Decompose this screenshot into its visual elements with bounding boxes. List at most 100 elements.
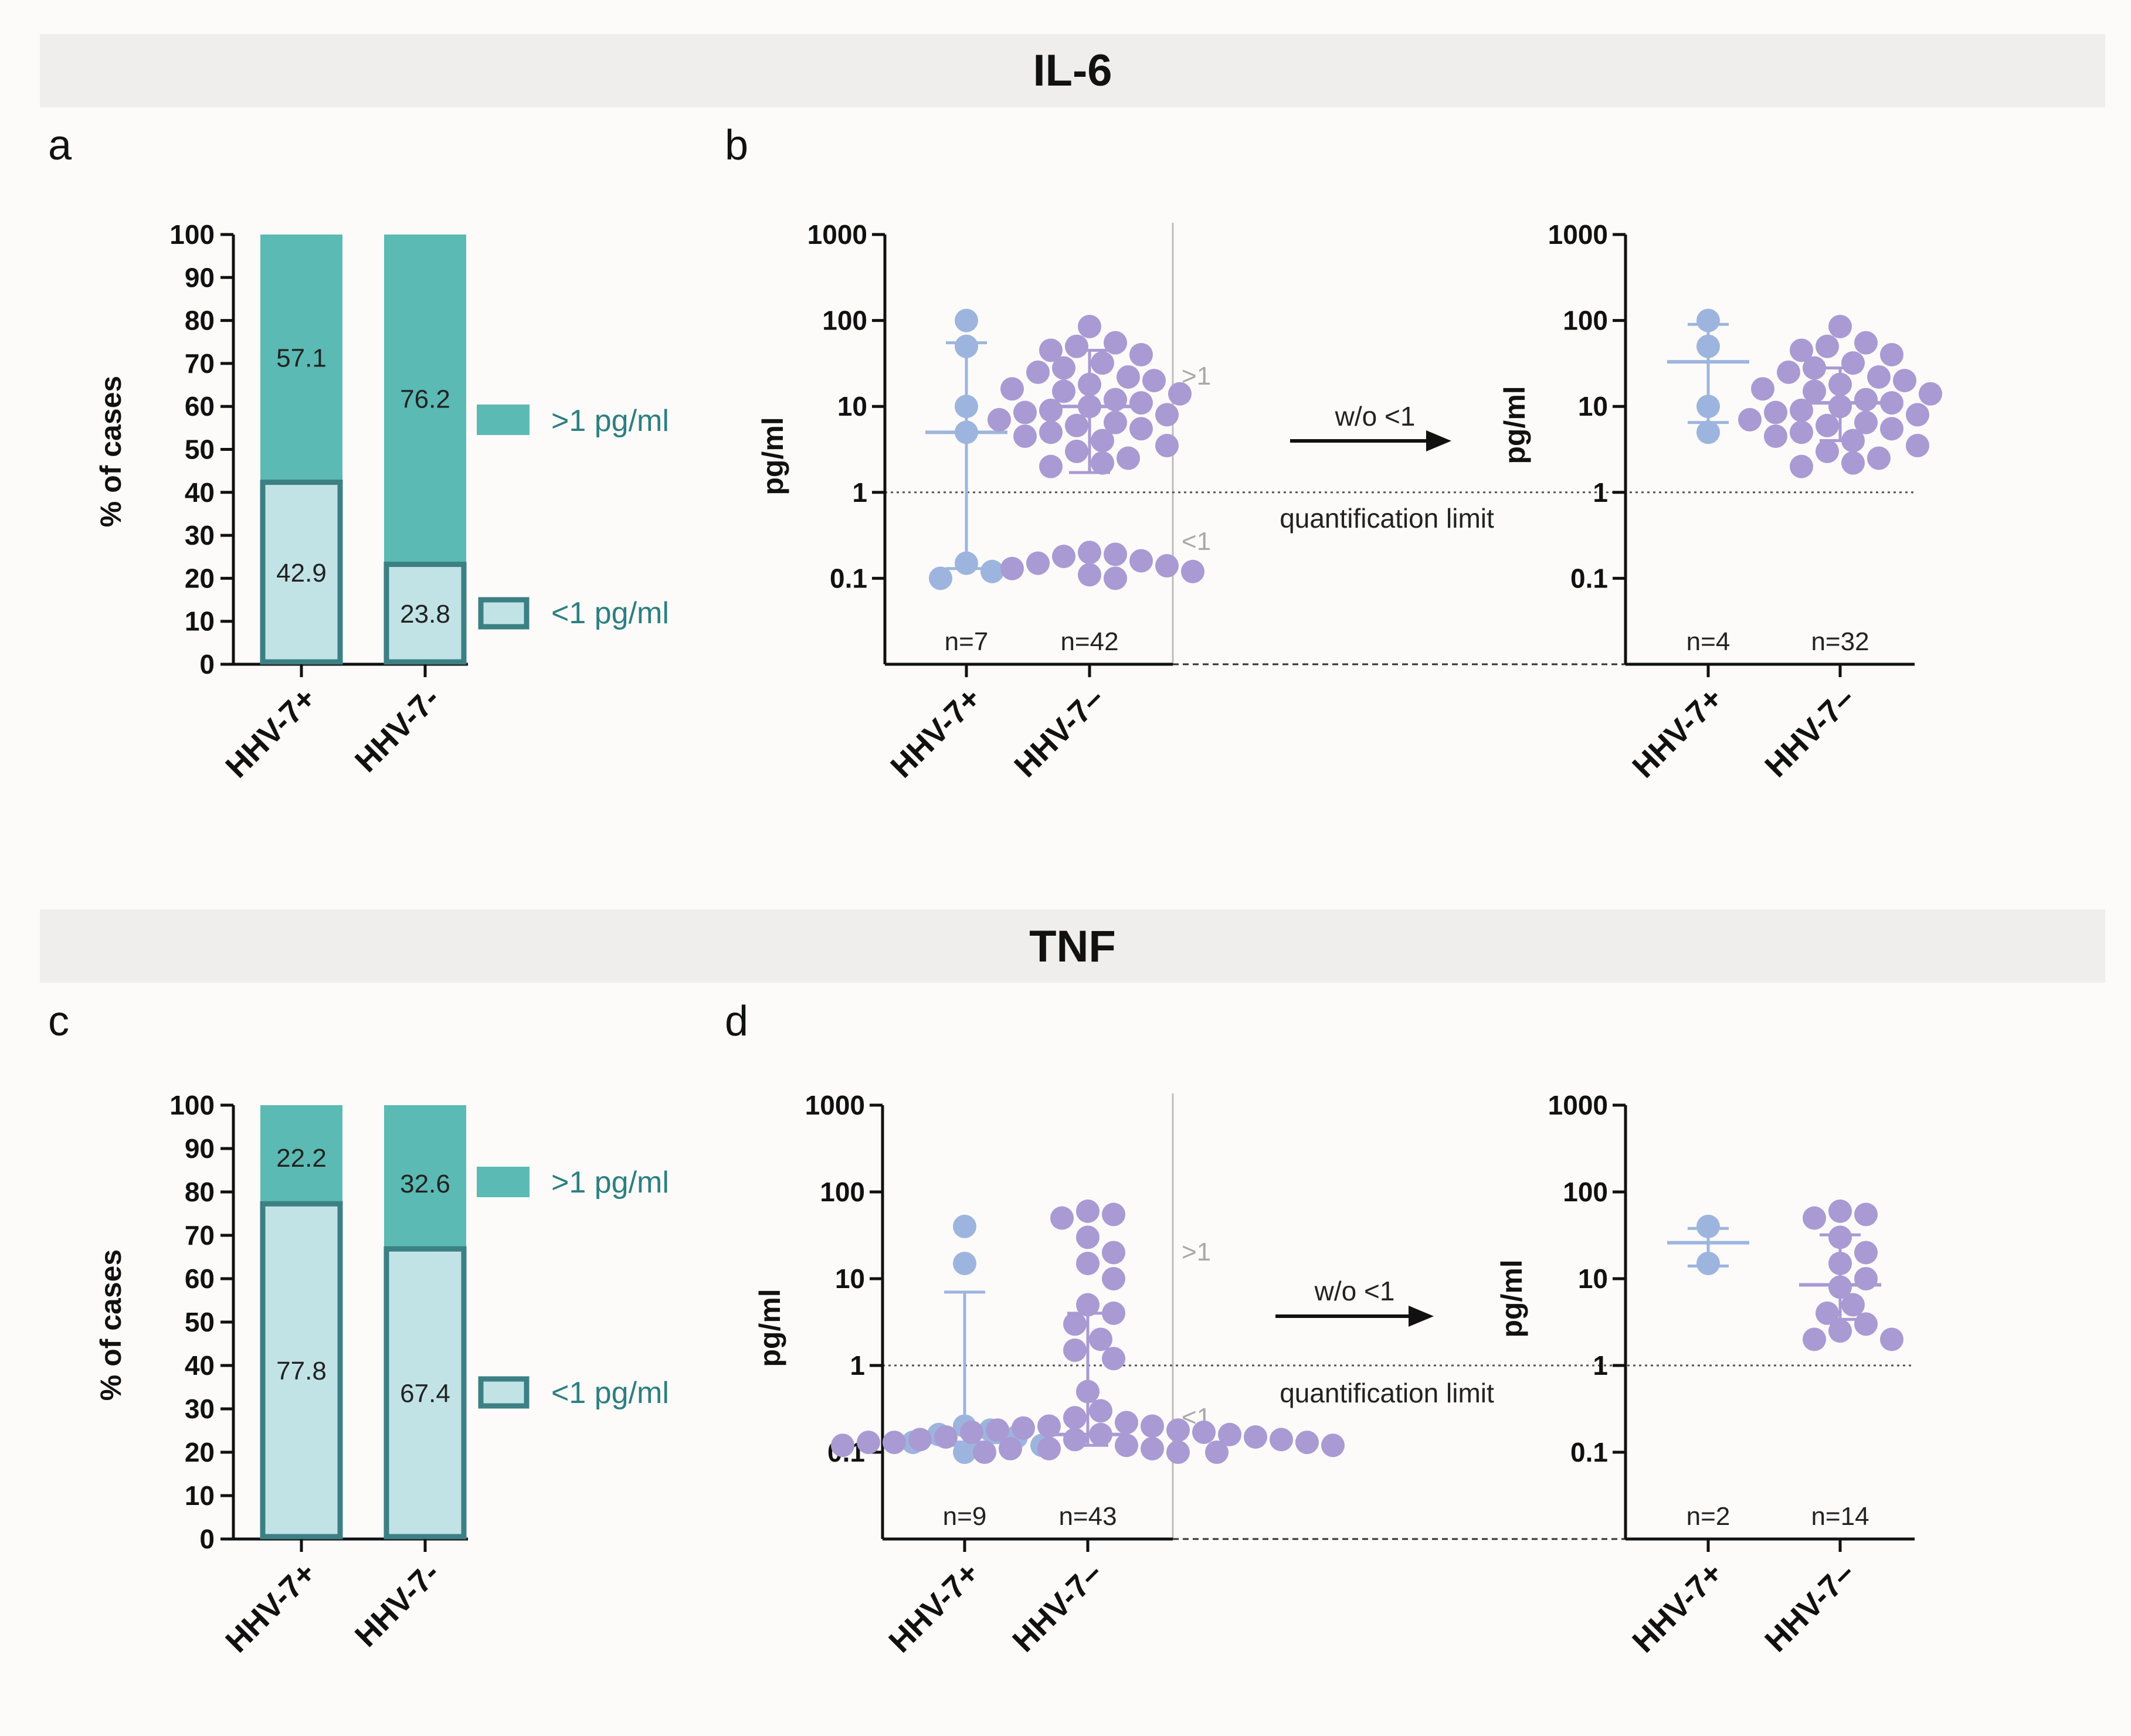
data-point xyxy=(1867,365,1891,389)
y-tick-label: 10 xyxy=(1578,1263,1608,1294)
data-point xyxy=(1270,1428,1293,1452)
legend-below-label: <1 pg/ml xyxy=(551,596,669,630)
panel-letter-a: a xyxy=(48,122,72,169)
y-tick-label: 100 xyxy=(822,305,867,336)
data-point xyxy=(1065,413,1088,437)
data-point xyxy=(1155,403,1179,427)
data-point xyxy=(1321,1433,1345,1458)
data-point xyxy=(1012,1416,1035,1440)
data-point xyxy=(1039,420,1063,444)
data-point xyxy=(973,1441,996,1464)
data-point xyxy=(1104,566,1127,590)
data-point xyxy=(1091,351,1114,375)
data-point xyxy=(1166,1418,1190,1442)
data-point xyxy=(1000,377,1024,401)
n-count-label: n=14 xyxy=(1811,1502,1869,1531)
data-point xyxy=(1906,403,1929,427)
y-tick-label: 10 xyxy=(185,1480,215,1511)
y-tick-label: 100 xyxy=(169,219,215,250)
data-point xyxy=(988,407,1011,432)
data-point xyxy=(1777,360,1800,384)
data-point xyxy=(1751,377,1774,401)
y-tick-label: 0 xyxy=(199,649,215,680)
data-point xyxy=(1166,1441,1190,1464)
data-point xyxy=(1129,417,1153,441)
bar-segment-below xyxy=(384,562,467,665)
data-point xyxy=(1828,314,1852,338)
data-point xyxy=(1880,1327,1903,1351)
data-point xyxy=(1816,413,1839,437)
data-point xyxy=(1828,1319,1852,1343)
data-point xyxy=(1050,1206,1074,1230)
data-point xyxy=(1052,544,1075,568)
data-point xyxy=(986,1418,1009,1442)
n-count-label: n=42 xyxy=(1060,627,1118,656)
y-tick-label: 30 xyxy=(185,1394,215,1424)
data-point xyxy=(1115,1411,1138,1435)
legend-above-swatch xyxy=(477,405,530,435)
panel-b-lt1-annotation: <1 xyxy=(1182,527,1211,556)
data-point xyxy=(1696,1214,1720,1238)
data-point xyxy=(1104,331,1127,355)
data-point xyxy=(1816,334,1839,358)
data-point xyxy=(1129,549,1153,573)
data-point xyxy=(1104,542,1127,566)
data-point xyxy=(1117,365,1140,389)
y-tick-label: 0 xyxy=(199,1524,215,1554)
y-tick-label: 20 xyxy=(185,1437,215,1467)
y-tick-label: 50 xyxy=(185,434,215,465)
y-tick-label: 1000 xyxy=(1548,219,1608,250)
data-point xyxy=(1063,1338,1087,1362)
data-point xyxy=(1104,410,1127,434)
n-count-label: n=9 xyxy=(943,1502,987,1531)
data-point xyxy=(1026,360,1050,384)
data-point xyxy=(1867,446,1891,470)
bar-segment-below xyxy=(384,1246,467,1540)
y-tick-label: 40 xyxy=(185,1350,215,1381)
data-point xyxy=(883,1431,906,1455)
data-point xyxy=(1039,398,1063,422)
panel-d-gt1-annotation: >1 xyxy=(1182,1238,1211,1266)
y-tick-label: 1 xyxy=(1593,1350,1608,1381)
data-point xyxy=(1129,391,1153,415)
data-point xyxy=(1880,342,1903,366)
y-tick-label: 10 xyxy=(1578,391,1608,422)
data-point xyxy=(1076,1251,1100,1275)
data-point xyxy=(1816,439,1839,463)
data-point xyxy=(1790,454,1813,478)
y-tick-label: 10 xyxy=(835,1263,865,1294)
data-point xyxy=(1076,1225,1100,1249)
tnf-header-title: TNF xyxy=(1029,922,1116,971)
panel-a-y-axis-label: % of cases xyxy=(94,376,127,527)
n-count-label: n=32 xyxy=(1811,627,1869,656)
data-point xyxy=(1102,1267,1125,1290)
data-point xyxy=(1078,314,1101,338)
data-point xyxy=(1764,424,1787,449)
panel-c-legend: >1 pg/ml <1 pg/ml xyxy=(477,1166,669,1410)
y-tick-label: 70 xyxy=(185,348,215,379)
panel-d-right-y-axis-label: pg/ml xyxy=(1495,1259,1528,1337)
y-tick-label: 1000 xyxy=(805,1090,865,1120)
y-tick-label: 1 xyxy=(1593,477,1608,508)
data-point xyxy=(1218,1422,1241,1446)
panel-letter-b: b xyxy=(725,122,748,169)
bar-segment-above xyxy=(384,235,466,562)
n-count-label: n=7 xyxy=(945,627,989,656)
bar-value-label: 77.8 xyxy=(276,1357,327,1385)
data-point xyxy=(1102,1301,1125,1325)
data-point xyxy=(1880,391,1903,415)
legend-below-label: <1 pg/ml xyxy=(551,1376,669,1410)
legend-above-label: >1 pg/ml xyxy=(551,404,669,438)
panel-b-scatter: pg/ml pg/ml >1 <1 w/o <1 quantification … xyxy=(756,219,1942,784)
panel-b-arrow-label: w/o <1 xyxy=(1335,401,1416,432)
n-count-label: n=43 xyxy=(1058,1502,1117,1531)
legend-above-label: >1 pg/ml xyxy=(551,1166,669,1200)
data-point xyxy=(1828,1199,1852,1223)
bar-value-label: 42.9 xyxy=(276,559,327,587)
panel-b-right-y-axis-label: pg/ml xyxy=(1498,386,1531,464)
data-point xyxy=(1026,551,1050,575)
bar-value-label: 67.4 xyxy=(400,1380,450,1408)
bar-value-label: 22.2 xyxy=(276,1144,327,1173)
data-point xyxy=(1063,1428,1087,1452)
y-tick-label: 40 xyxy=(185,477,215,508)
